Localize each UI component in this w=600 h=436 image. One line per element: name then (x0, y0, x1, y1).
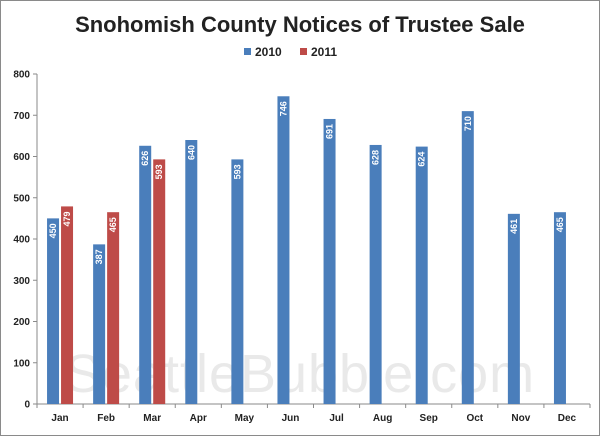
bar-2011-jan (61, 206, 74, 404)
x-tick-label-oct: Oct (466, 413, 483, 424)
bar-value-label: 465 (555, 217, 565, 232)
x-tick-label-apr: Apr (190, 413, 207, 424)
bar-2010-feb (93, 244, 106, 404)
y-tick-label: 800 (13, 70, 30, 81)
y-tick-label: 0 (24, 400, 30, 411)
bar-2010-may (231, 159, 244, 404)
bar-2010-jan (47, 218, 60, 404)
bar-2011-feb (107, 212, 120, 404)
bar-value-label: 691 (325, 124, 335, 139)
bar-2011-mar (153, 159, 166, 404)
y-tick-label: 600 (13, 152, 30, 163)
bar-value-label: 461 (509, 219, 519, 234)
bar-value-label: 593 (154, 164, 164, 179)
bar-2010-oct (461, 111, 474, 404)
bar-2010-dec (553, 212, 566, 404)
x-tick-label-feb: Feb (97, 413, 115, 424)
x-axis: Jan Feb Mar Apr May Jun Jul Aug Sep Oct Nov Dec (36, 403, 591, 424)
chart-title: Snohomish County Notices of Trustee Sale (75, 12, 525, 37)
bar-2010-aug (369, 144, 382, 404)
x-tick-label-dec: Dec (558, 413, 577, 424)
legend-swatch-2010 (244, 48, 251, 55)
bar-value-label: 628 (371, 150, 381, 165)
bar-2010-apr (185, 140, 198, 404)
bars: 450 479 387 465 626 593 640 593 746 691 628 624 710 4… (47, 96, 566, 405)
legend-swatch-2011 (300, 48, 307, 55)
y-tick-label: 100 (13, 358, 30, 369)
y-tick-label: 300 (13, 276, 30, 287)
y-tick-label: 200 (13, 317, 30, 328)
bar-value-label: 640 (186, 145, 196, 160)
bar-value-label: 479 (62, 211, 72, 226)
bar-value-label: 746 (278, 101, 288, 116)
bar-value-label: 387 (94, 249, 104, 264)
x-tick-label-may: May (235, 413, 255, 424)
y-tick-label: 500 (13, 193, 30, 204)
bar-value-label: 626 (140, 151, 150, 166)
y-axis: 0 100 200 300 400 500 600 700 800 (13, 70, 38, 411)
bar-2010-jun (277, 96, 290, 405)
x-tick-label-sep: Sep (420, 413, 438, 424)
legend-label-2010: 2010 (255, 45, 282, 59)
x-tick-label-jul: Jul (329, 413, 344, 424)
bar-2010-sep (415, 146, 428, 404)
bar-value-label: 710 (463, 116, 473, 131)
x-tick-label-jun: Jun (282, 413, 300, 424)
bar-value-label: 593 (232, 164, 242, 179)
y-tick-label: 400 (13, 235, 30, 246)
x-tick-label-jan: Jan (51, 413, 68, 424)
bar-value-label: 624 (417, 152, 427, 167)
x-tick-label-aug: Aug (373, 413, 392, 424)
bar-2010-jul (323, 118, 336, 405)
legend-label-2011: 2011 (311, 45, 337, 59)
bar-value-label: 465 (108, 217, 118, 232)
bar-value-label: 450 (48, 223, 58, 238)
x-tick-label-nov: Nov (511, 413, 530, 424)
legend: 2010 2011 (244, 45, 337, 59)
y-tick-label: 700 (13, 111, 30, 122)
bar-2010-nov (507, 213, 520, 404)
bar-2010-mar (139, 145, 152, 404)
x-tick-label-mar: Mar (143, 413, 161, 424)
